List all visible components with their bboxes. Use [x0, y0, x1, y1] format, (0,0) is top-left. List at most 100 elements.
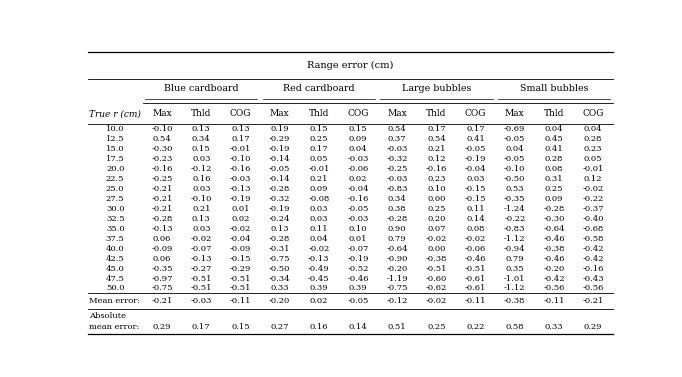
Text: -0.60: -0.60: [426, 274, 447, 282]
Text: 30.0: 30.0: [106, 205, 124, 213]
Text: -0.06: -0.06: [347, 165, 369, 173]
Text: 0.54: 0.54: [153, 135, 171, 143]
Text: -0.32: -0.32: [269, 195, 291, 203]
Text: 0.25: 0.25: [427, 323, 445, 331]
Text: 0.03: 0.03: [466, 175, 485, 183]
Text: -0.03: -0.03: [347, 155, 369, 163]
Text: -0.24: -0.24: [269, 215, 291, 223]
Text: 0.20: 0.20: [427, 215, 445, 223]
Text: 0.08: 0.08: [466, 225, 485, 233]
Text: Red cardboard: Red cardboard: [283, 84, 355, 93]
Text: -0.11: -0.11: [230, 297, 251, 305]
Text: 37.5: 37.5: [106, 235, 125, 243]
Text: 0.41: 0.41: [545, 145, 563, 153]
Text: -0.32: -0.32: [387, 155, 408, 163]
Text: -0.02: -0.02: [582, 185, 604, 193]
Text: -0.64: -0.64: [387, 245, 408, 253]
Text: -0.38: -0.38: [426, 254, 447, 263]
Text: -0.25: -0.25: [151, 175, 173, 183]
Text: -0.02: -0.02: [426, 297, 447, 305]
Text: 0.53: 0.53: [505, 185, 524, 193]
Text: Large bubbles: Large bubbles: [402, 84, 471, 93]
Text: 0.28: 0.28: [545, 155, 563, 163]
Text: -0.09: -0.09: [151, 245, 173, 253]
Text: -0.42: -0.42: [582, 245, 604, 253]
Text: 0.04: 0.04: [505, 145, 524, 153]
Text: -0.07: -0.07: [190, 245, 212, 253]
Text: -0.06: -0.06: [465, 245, 486, 253]
Text: 0.03: 0.03: [310, 215, 328, 223]
Text: 0.06: 0.06: [153, 235, 171, 243]
Text: -0.10: -0.10: [190, 195, 212, 203]
Text: -0.35: -0.35: [504, 195, 526, 203]
Text: Max: Max: [505, 109, 524, 118]
Text: -0.46: -0.46: [347, 274, 369, 282]
Text: -0.01: -0.01: [582, 165, 604, 173]
Text: 0.06: 0.06: [153, 254, 171, 263]
Text: 0.02: 0.02: [349, 175, 367, 183]
Text: -0.34: -0.34: [269, 274, 291, 282]
Text: 0.02: 0.02: [231, 215, 250, 223]
Text: -0.46: -0.46: [544, 254, 565, 263]
Text: 0.04: 0.04: [584, 125, 602, 133]
Text: -0.61: -0.61: [465, 274, 486, 282]
Text: -0.51: -0.51: [190, 285, 212, 293]
Text: 0.16: 0.16: [310, 323, 328, 331]
Text: -0.56: -0.56: [582, 285, 604, 293]
Text: 0.02: 0.02: [310, 297, 328, 305]
Text: 0.05: 0.05: [584, 155, 602, 163]
Text: 0.15: 0.15: [310, 125, 328, 133]
Text: -0.22: -0.22: [582, 195, 604, 203]
Text: 0.13: 0.13: [231, 125, 250, 133]
Text: -0.02: -0.02: [426, 235, 447, 243]
Text: 0.03: 0.03: [192, 155, 211, 163]
Text: 0.79: 0.79: [505, 254, 524, 263]
Text: 0.39: 0.39: [310, 285, 328, 293]
Text: -0.61: -0.61: [465, 285, 486, 293]
Text: COG: COG: [347, 109, 369, 118]
Text: 0.03: 0.03: [310, 205, 328, 213]
Text: 0.17: 0.17: [231, 135, 250, 143]
Text: 27.5: 27.5: [106, 195, 125, 203]
Text: -0.43: -0.43: [582, 274, 604, 282]
Text: -0.02: -0.02: [230, 225, 251, 233]
Text: -0.90: -0.90: [387, 254, 408, 263]
Text: -0.15: -0.15: [465, 195, 486, 203]
Text: -0.46: -0.46: [544, 235, 565, 243]
Text: -0.69: -0.69: [504, 125, 525, 133]
Text: -0.11: -0.11: [544, 297, 565, 305]
Text: -0.25: -0.25: [387, 165, 408, 173]
Text: 0.13: 0.13: [192, 125, 211, 133]
Text: -0.07: -0.07: [347, 245, 369, 253]
Text: 0.54: 0.54: [388, 125, 406, 133]
Text: 45.0: 45.0: [106, 265, 125, 273]
Text: 0.34: 0.34: [388, 195, 406, 203]
Text: -0.83: -0.83: [504, 225, 526, 233]
Text: 20.0: 20.0: [106, 165, 124, 173]
Text: -0.62: -0.62: [426, 285, 447, 293]
Text: -0.35: -0.35: [151, 265, 173, 273]
Text: -0.04: -0.04: [230, 235, 251, 243]
Text: -0.19: -0.19: [465, 155, 486, 163]
Text: -0.21: -0.21: [151, 297, 173, 305]
Text: 0.09: 0.09: [349, 135, 368, 143]
Text: -0.21: -0.21: [151, 185, 173, 193]
Text: -0.75: -0.75: [269, 254, 291, 263]
Text: -0.31: -0.31: [269, 245, 291, 253]
Text: 0.09: 0.09: [545, 195, 563, 203]
Text: -0.11: -0.11: [465, 297, 486, 305]
Text: 0.00: 0.00: [427, 245, 445, 253]
Text: 0.14: 0.14: [349, 323, 368, 331]
Text: -0.15: -0.15: [465, 185, 486, 193]
Text: mean error:: mean error:: [89, 323, 139, 331]
Text: -0.20: -0.20: [544, 265, 565, 273]
Text: 0.17: 0.17: [427, 125, 446, 133]
Text: 42.5: 42.5: [106, 254, 125, 263]
Text: Thld: Thld: [309, 109, 329, 118]
Text: 0.23: 0.23: [584, 145, 602, 153]
Text: -0.28: -0.28: [387, 215, 408, 223]
Text: -0.51: -0.51: [465, 265, 486, 273]
Text: Max: Max: [387, 109, 407, 118]
Text: -0.12: -0.12: [387, 297, 408, 305]
Text: -0.30: -0.30: [544, 215, 565, 223]
